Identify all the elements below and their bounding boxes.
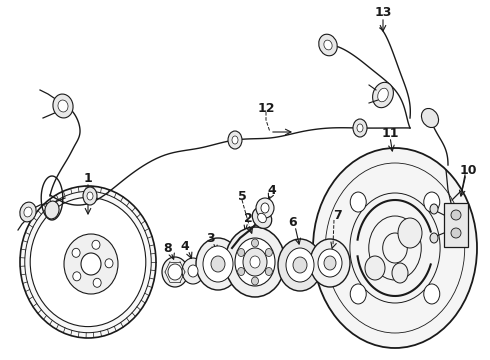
Ellipse shape (324, 256, 336, 270)
Ellipse shape (93, 278, 101, 287)
Text: 4: 4 (181, 239, 189, 252)
Ellipse shape (324, 40, 332, 50)
Ellipse shape (310, 239, 350, 287)
Ellipse shape (168, 264, 182, 280)
Ellipse shape (81, 253, 101, 275)
Text: 5: 5 (238, 189, 246, 202)
Ellipse shape (424, 284, 440, 304)
Ellipse shape (421, 108, 439, 127)
Ellipse shape (266, 248, 272, 257)
Ellipse shape (286, 248, 314, 282)
Ellipse shape (252, 208, 271, 228)
Ellipse shape (250, 256, 260, 268)
Ellipse shape (251, 277, 259, 285)
Ellipse shape (424, 192, 440, 212)
Text: 6: 6 (289, 216, 297, 229)
Ellipse shape (196, 238, 240, 290)
Ellipse shape (58, 100, 68, 112)
Ellipse shape (105, 259, 113, 268)
FancyBboxPatch shape (444, 203, 468, 247)
Ellipse shape (188, 265, 198, 277)
Ellipse shape (182, 258, 204, 284)
Ellipse shape (225, 227, 285, 297)
Ellipse shape (353, 119, 367, 137)
Ellipse shape (73, 272, 81, 281)
Ellipse shape (451, 228, 461, 238)
Ellipse shape (53, 94, 73, 118)
Text: 13: 13 (374, 5, 392, 18)
Ellipse shape (392, 263, 408, 283)
Ellipse shape (232, 136, 238, 144)
Ellipse shape (451, 210, 461, 220)
Ellipse shape (162, 257, 188, 287)
Ellipse shape (24, 207, 32, 217)
Ellipse shape (203, 246, 233, 282)
Ellipse shape (235, 238, 275, 286)
Text: 11: 11 (381, 126, 399, 140)
Ellipse shape (238, 248, 245, 257)
Text: 1: 1 (84, 171, 93, 185)
Ellipse shape (278, 239, 322, 291)
Ellipse shape (372, 82, 393, 108)
Ellipse shape (430, 204, 438, 214)
Text: 8: 8 (164, 242, 172, 255)
Text: 4: 4 (268, 184, 276, 197)
Ellipse shape (30, 197, 146, 327)
Ellipse shape (318, 249, 342, 277)
Ellipse shape (350, 284, 366, 304)
Ellipse shape (313, 148, 477, 348)
Ellipse shape (350, 192, 366, 212)
Ellipse shape (20, 202, 36, 222)
Ellipse shape (228, 131, 242, 149)
Text: 3: 3 (206, 231, 214, 244)
Text: 7: 7 (333, 208, 342, 221)
Ellipse shape (243, 248, 267, 276)
Ellipse shape (87, 192, 93, 200)
Ellipse shape (251, 239, 259, 247)
Ellipse shape (45, 201, 59, 219)
Ellipse shape (430, 233, 438, 243)
Ellipse shape (72, 248, 80, 257)
Ellipse shape (20, 186, 156, 338)
Ellipse shape (357, 124, 363, 132)
Ellipse shape (64, 234, 118, 294)
Ellipse shape (261, 203, 269, 213)
Ellipse shape (365, 256, 385, 280)
Ellipse shape (92, 240, 100, 249)
Ellipse shape (378, 88, 388, 102)
Ellipse shape (256, 198, 274, 218)
Text: 10: 10 (459, 163, 477, 176)
Ellipse shape (266, 267, 272, 275)
Ellipse shape (293, 257, 307, 273)
Ellipse shape (83, 187, 97, 205)
Ellipse shape (238, 267, 245, 275)
Ellipse shape (258, 213, 267, 223)
Text: 12: 12 (257, 102, 275, 114)
Ellipse shape (318, 34, 337, 56)
Ellipse shape (398, 218, 422, 248)
Text: 2: 2 (244, 212, 252, 225)
Ellipse shape (211, 256, 225, 272)
